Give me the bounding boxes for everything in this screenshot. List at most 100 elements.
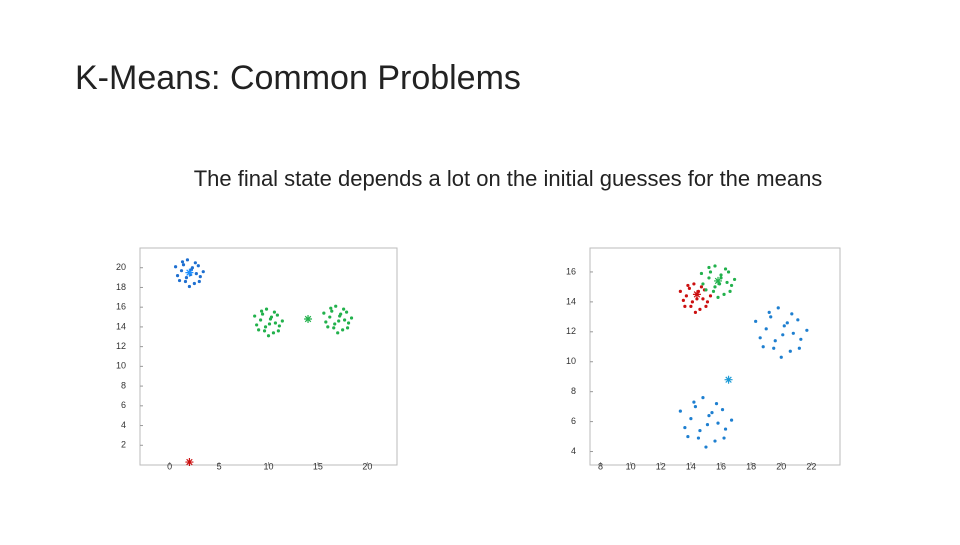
data-point bbox=[713, 264, 717, 268]
data-point bbox=[197, 279, 201, 284]
centroid bbox=[692, 290, 701, 299]
data-point bbox=[695, 297, 699, 301]
y-tick-label: 6 bbox=[121, 400, 126, 410]
data-point bbox=[726, 270, 731, 274]
data-point bbox=[684, 294, 688, 298]
data-point bbox=[683, 425, 687, 430]
data-point bbox=[729, 418, 734, 422]
data-point bbox=[276, 329, 280, 333]
data-point bbox=[332, 326, 336, 330]
data-point bbox=[713, 285, 717, 289]
data-point bbox=[253, 314, 257, 318]
data-point bbox=[260, 312, 265, 316]
x-tick-label: 12 bbox=[656, 461, 666, 471]
centroid bbox=[185, 458, 194, 467]
data-point bbox=[805, 328, 809, 332]
y-tick-label: 8 bbox=[571, 386, 576, 396]
data-point bbox=[257, 328, 261, 332]
data-point bbox=[187, 284, 192, 289]
data-point bbox=[349, 316, 354, 320]
y-tick-label: 16 bbox=[566, 266, 576, 276]
data-point bbox=[201, 270, 205, 274]
y-tick-label: 14 bbox=[566, 296, 576, 306]
data-point bbox=[333, 322, 337, 326]
data-point bbox=[266, 334, 271, 338]
data-point bbox=[708, 270, 713, 274]
data-point bbox=[275, 313, 279, 317]
data-point bbox=[707, 414, 711, 418]
centroid bbox=[304, 315, 313, 324]
data-point bbox=[710, 411, 714, 415]
data-point bbox=[326, 325, 330, 329]
data-point bbox=[322, 311, 326, 315]
y-tick-label: 20 bbox=[116, 262, 126, 272]
data-point bbox=[716, 421, 720, 425]
data-point bbox=[729, 283, 734, 288]
data-point bbox=[184, 275, 189, 280]
data-point bbox=[678, 409, 682, 413]
data-point bbox=[772, 346, 776, 350]
data-point bbox=[714, 402, 719, 406]
data-point bbox=[259, 309, 264, 313]
data-point bbox=[705, 300, 710, 304]
data-point bbox=[689, 417, 693, 421]
data-point bbox=[785, 321, 789, 325]
plot-frame bbox=[589, 247, 841, 466]
data-point bbox=[782, 324, 786, 328]
data-point bbox=[705, 422, 710, 427]
y-tick-label: 2 bbox=[121, 440, 126, 450]
data-point bbox=[194, 272, 198, 276]
y-tick-label: 12 bbox=[116, 341, 126, 351]
data-point bbox=[773, 339, 777, 343]
data-point bbox=[707, 265, 711, 270]
data-point bbox=[722, 292, 726, 296]
data-point bbox=[342, 307, 346, 311]
y-tick-label: 16 bbox=[116, 302, 126, 312]
data-point bbox=[704, 304, 708, 308]
data-point bbox=[799, 337, 803, 341]
data-point bbox=[701, 297, 705, 301]
data-point bbox=[336, 331, 340, 335]
data-point bbox=[175, 274, 180, 278]
data-point bbox=[258, 318, 263, 322]
data-point bbox=[713, 439, 717, 443]
data-point bbox=[776, 306, 780, 310]
data-point bbox=[704, 445, 708, 449]
data-point bbox=[343, 318, 347, 322]
data-point bbox=[330, 309, 334, 313]
data-point bbox=[722, 436, 726, 440]
data-point bbox=[263, 325, 268, 329]
data-point bbox=[185, 258, 190, 262]
data-point bbox=[268, 317, 273, 321]
data-point bbox=[711, 289, 716, 293]
data-point bbox=[758, 336, 762, 340]
data-point bbox=[334, 304, 338, 308]
data-point bbox=[341, 328, 345, 332]
y-tick-label: 4 bbox=[571, 446, 576, 456]
data-point bbox=[683, 304, 687, 308]
data-point bbox=[255, 323, 259, 327]
y-tick-label: 10 bbox=[566, 356, 576, 366]
x-tick-label: 20 bbox=[776, 461, 786, 471]
data-point bbox=[271, 331, 276, 335]
data-point bbox=[698, 307, 702, 311]
data-point bbox=[692, 282, 696, 286]
y-tick-label: 12 bbox=[566, 326, 576, 336]
data-point bbox=[192, 281, 196, 286]
data-point bbox=[689, 304, 693, 308]
data-point bbox=[183, 279, 188, 284]
slide-title: K-Means: Common Problems bbox=[75, 59, 521, 97]
data-point bbox=[754, 319, 758, 323]
data-point bbox=[696, 436, 701, 440]
data-point bbox=[264, 307, 269, 311]
data-point bbox=[173, 265, 178, 269]
data-point bbox=[707, 276, 711, 280]
data-point bbox=[767, 310, 771, 314]
x-tick-label: 14 bbox=[686, 461, 696, 471]
x-tick-label: 18 bbox=[746, 461, 756, 471]
data-point bbox=[769, 315, 773, 319]
data-point bbox=[796, 318, 800, 322]
data-point bbox=[791, 331, 795, 335]
data-point bbox=[267, 322, 272, 326]
